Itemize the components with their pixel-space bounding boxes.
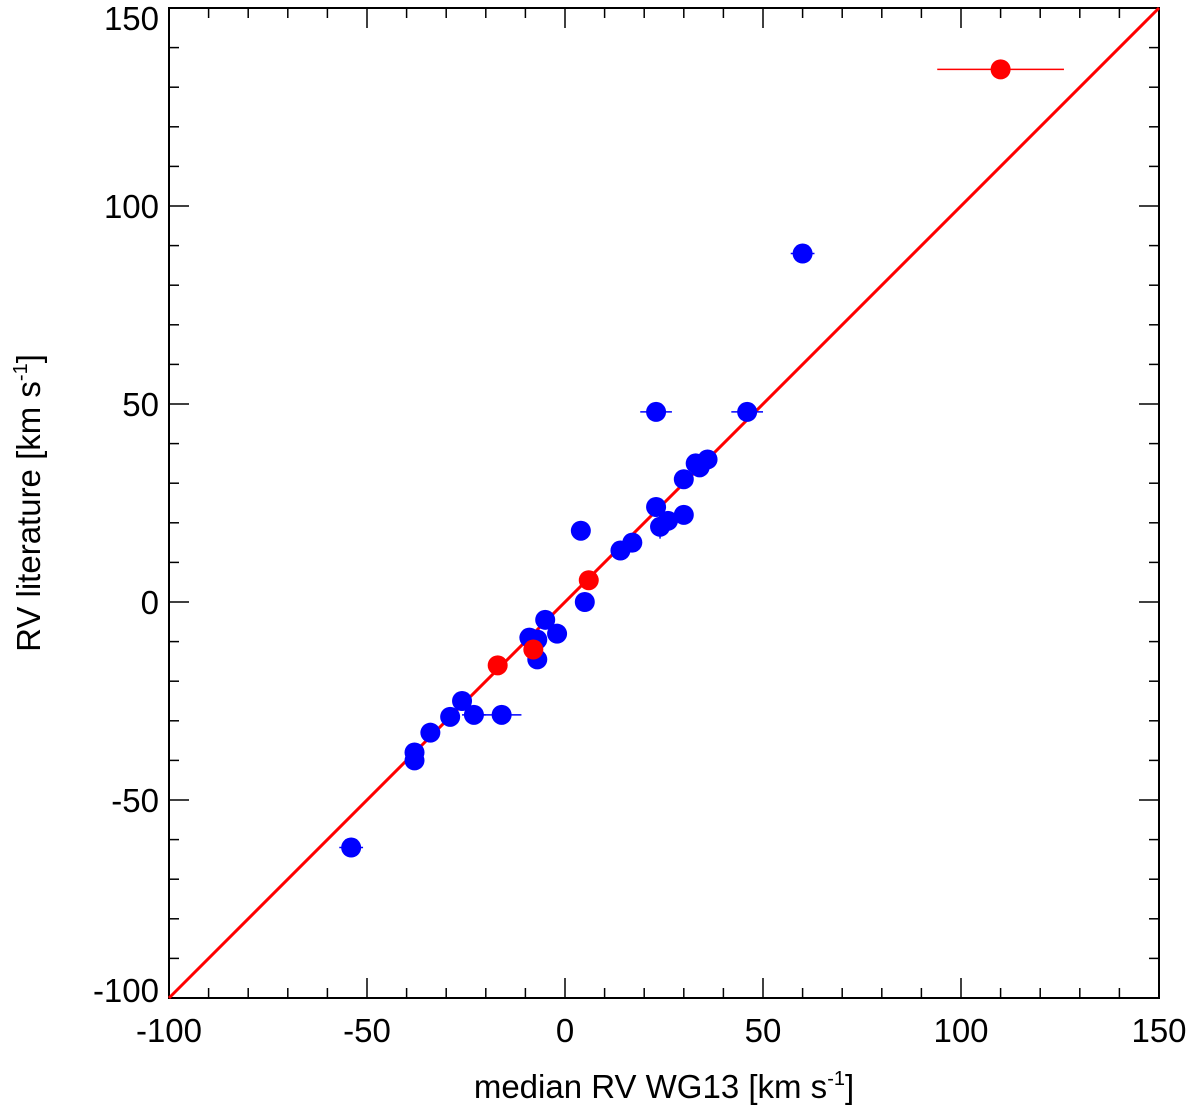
data-point (341, 837, 362, 858)
data-point (673, 504, 694, 525)
y-tick-label: 100 (104, 188, 159, 225)
y-tick-label: 0 (141, 584, 159, 621)
plot-frame (168, 7, 1160, 999)
data-point (646, 496, 667, 517)
y-tick-label: 50 (122, 386, 159, 423)
x-axis-title: median RV WG13 [km s-1] (474, 1068, 854, 1105)
data-point (990, 59, 1011, 80)
data-points (339, 59, 1064, 858)
series-2 (487, 59, 1064, 676)
y-axis-title-sup: -1 (10, 363, 32, 381)
x-tick-label: 100 (933, 1012, 988, 1049)
data-point (578, 570, 599, 591)
x-tick-label: 0 (556, 1012, 574, 1049)
data-point (574, 592, 595, 612)
data-point (535, 609, 556, 630)
x-tick-label: -100 (136, 1012, 202, 1049)
y-axis-title-main: RV literature [km s (10, 381, 47, 652)
data-point (622, 532, 643, 553)
y-axis-title-close: ] (10, 354, 47, 363)
ticks (168, 7, 1160, 999)
tick-labels: -100 -50 0 50 100 150 -100 -50 0 50 100 150 (93, 0, 1187, 1049)
x-tick-label: -50 (343, 1012, 391, 1049)
data-point (657, 510, 678, 531)
axes (168, 7, 1160, 999)
x-tick-label: 50 (745, 1012, 782, 1049)
series-1 (339, 243, 815, 858)
data-point (523, 639, 544, 660)
x-tick-label: 150 (1131, 1012, 1186, 1049)
x-axis-title-sup: -1 (827, 1068, 845, 1090)
data-point (547, 623, 568, 644)
data-point (420, 722, 441, 743)
x-axis-title-close: ] (845, 1068, 854, 1105)
y-tick-label: 150 (104, 0, 159, 37)
data-point (646, 401, 667, 422)
x-axis-title-main: median RV WG13 [km s (474, 1068, 827, 1105)
data-point (452, 691, 473, 711)
data-point (697, 449, 718, 470)
y-tick-label: -100 (93, 972, 159, 1009)
data-point (570, 520, 591, 541)
data-point (440, 706, 461, 727)
y-axis-title: RV literature [km s-1] (10, 354, 47, 652)
data-point (404, 750, 425, 771)
data-point (737, 401, 758, 422)
data-point (487, 655, 508, 676)
y-tick-label: -50 (111, 782, 159, 819)
data-point (491, 704, 512, 725)
data-point (792, 243, 813, 264)
data-point (673, 469, 694, 490)
data-point (463, 704, 484, 725)
